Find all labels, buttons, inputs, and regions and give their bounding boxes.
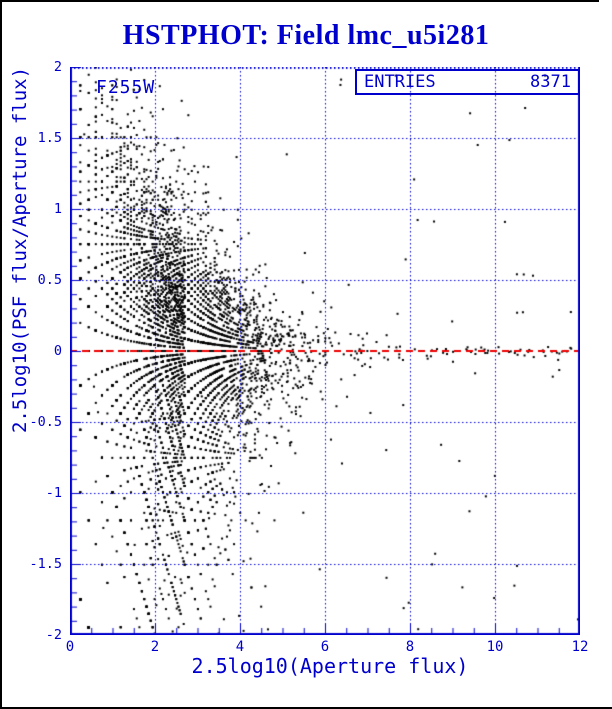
y-tick-label: -0.5 (29, 414, 62, 430)
y-tick-label: 1 (53, 201, 62, 217)
y-tick-label: -1 (45, 485, 62, 501)
stats-box: ENTRIES 8371 (355, 69, 580, 95)
y-axis-title: 2.5log10(PSF flux/Aperture flux) (9, 66, 31, 434)
page-border-left (0, 0, 2, 709)
y-tick-label: 1.5 (37, 130, 62, 146)
filter-label: F255W (96, 77, 156, 98)
x-axis-title: 2.5log10(Aperture flux) (191, 654, 469, 678)
scatter-plot-canvas (70, 67, 580, 635)
plot-area: F255W ENTRIES 8371 (70, 67, 580, 635)
x-tick-label: 12 (571, 639, 589, 655)
stats-entries-value: 8371 (530, 72, 571, 92)
page-border-top (0, 0, 599, 2)
page-border-bottom (0, 707, 612, 709)
x-tick-label: 10 (486, 639, 504, 655)
page-title: HSTPHOT: Field lmc_u5i281 (122, 20, 490, 51)
x-tick-label: 6 (320, 639, 330, 655)
x-tick-label: 2 (150, 639, 160, 655)
y-tick-label: -2 (45, 627, 62, 643)
y-tick-label: 0.5 (37, 272, 62, 288)
x-tick-label: 4 (235, 639, 245, 655)
x-tick-label: 8 (405, 639, 415, 655)
x-tick-label: 0 (65, 639, 75, 655)
y-tick-label: -1.5 (29, 556, 62, 572)
stats-entries-label: ENTRIES (364, 72, 436, 92)
y-tick-label: 2 (53, 59, 62, 75)
y-tick-label: 0 (53, 343, 62, 359)
